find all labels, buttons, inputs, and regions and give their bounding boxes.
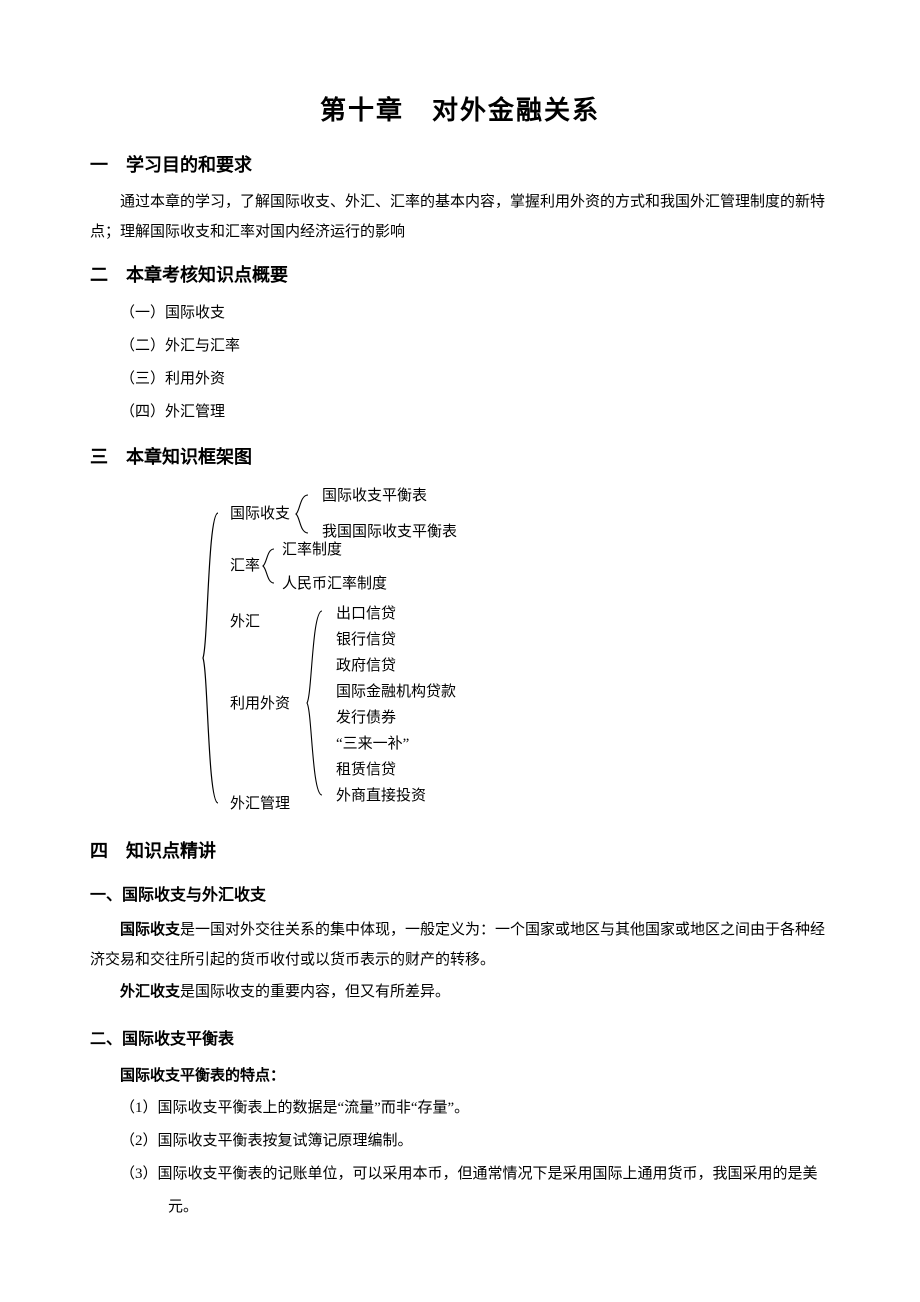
tree-node-balance: 国际收支 — [230, 507, 290, 522]
tree-leaf-export-credit: 出口信贷 — [336, 607, 396, 622]
sec2-item-4: （四）外汇管理 — [120, 396, 830, 429]
section-2-heading: 二 本章考核知识点概要 — [90, 261, 830, 287]
chapter-title: 第十章 对外金融关系 — [90, 90, 830, 127]
sec2-item-3: （三）利用外资 — [120, 363, 830, 396]
section-3-heading: 三 本章知识框架图 — [90, 443, 252, 469]
tree-node-forex-mgmt: 外汇管理 — [230, 797, 290, 812]
tree-leaf-bonds: 发行债券 — [336, 711, 396, 726]
tree-leaf-rmb-regime: 人民币汇率制度 — [282, 577, 387, 592]
tree-node-rate: 汇率 — [230, 559, 260, 574]
tree-leaf-rate-regime: 汇率制度 — [282, 543, 342, 558]
tree-node-forex: 外汇 — [230, 615, 260, 630]
sec4-sub2-heading: 二、国际收支平衡表 — [90, 1025, 830, 1049]
tree-leaf-sanlai: “三来一补” — [336, 737, 409, 752]
tree-leaf-fdi: 外商直接投资 — [336, 789, 426, 804]
sec4-sub2-lead: 国际收支平衡表的特点： — [90, 1059, 830, 1092]
sec4-sub1-p2: 外汇收支是国际收支的重要内容，但又有所差异。 — [90, 977, 830, 1007]
sec4-sub2-item1: （1）国际收支平衡表上的数据是“流量”而非“存量”。 — [90, 1092, 830, 1125]
tree-leaf-ifi-loan: 国际金融机构贷款 — [336, 685, 456, 700]
document-page: 第十章 对外金融关系 一 学习目的和要求 通过本章的学习，了解国际收支、外汇、汇… — [0, 0, 920, 1302]
sec4-sub2-item2: （2）国际收支平衡表按复试簿记原理编制。 — [90, 1125, 830, 1158]
section-4-heading: 四 知识点精讲 — [90, 837, 830, 863]
knowledge-tree: 国际收支 汇率 外汇 利用外资 外汇管理 国际收支平衡表 我国国际收支平衡表 汇… — [90, 483, 830, 823]
tree-leaf-lease: 租赁信贷 — [336, 763, 396, 778]
tree-leaf-bop-table: 国际收支平衡表 — [322, 489, 427, 504]
sec4-sub1-p1: 国际收支是一国对外交往关系的集中体现，一般定义为：一个国家或地区与其他国家或地区… — [90, 915, 830, 975]
tree-node-foreign-capital: 利用外资 — [230, 697, 290, 712]
sec4-sub1-p1-term: 国际收支 — [120, 921, 180, 938]
section-1-heading: 一 学习目的和要求 — [90, 151, 830, 177]
sec4-sub1-p2-term: 外汇收支 — [120, 983, 180, 1000]
sec2-item-2: （二）外汇与汇率 — [120, 330, 830, 363]
sec2-item-1: （一）国际收支 — [120, 297, 830, 330]
sec4-sub2-item3: （3）国际收支平衡表的记账单位，可以采用本币，但通常情况下是采用国际上通用货币，… — [90, 1158, 830, 1224]
section-1-body: 通过本章的学习，了解国际收支、外汇、汇率的基本内容，掌握利用外资的方式和我国外汇… — [90, 187, 830, 247]
sec4-sub1-p2-rest: 是国际收支的重要内容，但又有所差异。 — [180, 984, 450, 1000]
sec4-sub1-p1-rest: 是一国对外交往关系的集中体现，一般定义为：一个国家或地区与其他国家或地区之间由于… — [90, 922, 825, 968]
tree-leaf-cn-bop: 我国国际收支平衡表 — [322, 525, 457, 540]
tree-leaf-gov-credit: 政府信贷 — [336, 659, 396, 674]
tree-leaf-bank-credit: 银行信贷 — [336, 633, 396, 648]
sec4-sub1-heading: 一、国际收支与外汇收支 — [90, 881, 830, 905]
